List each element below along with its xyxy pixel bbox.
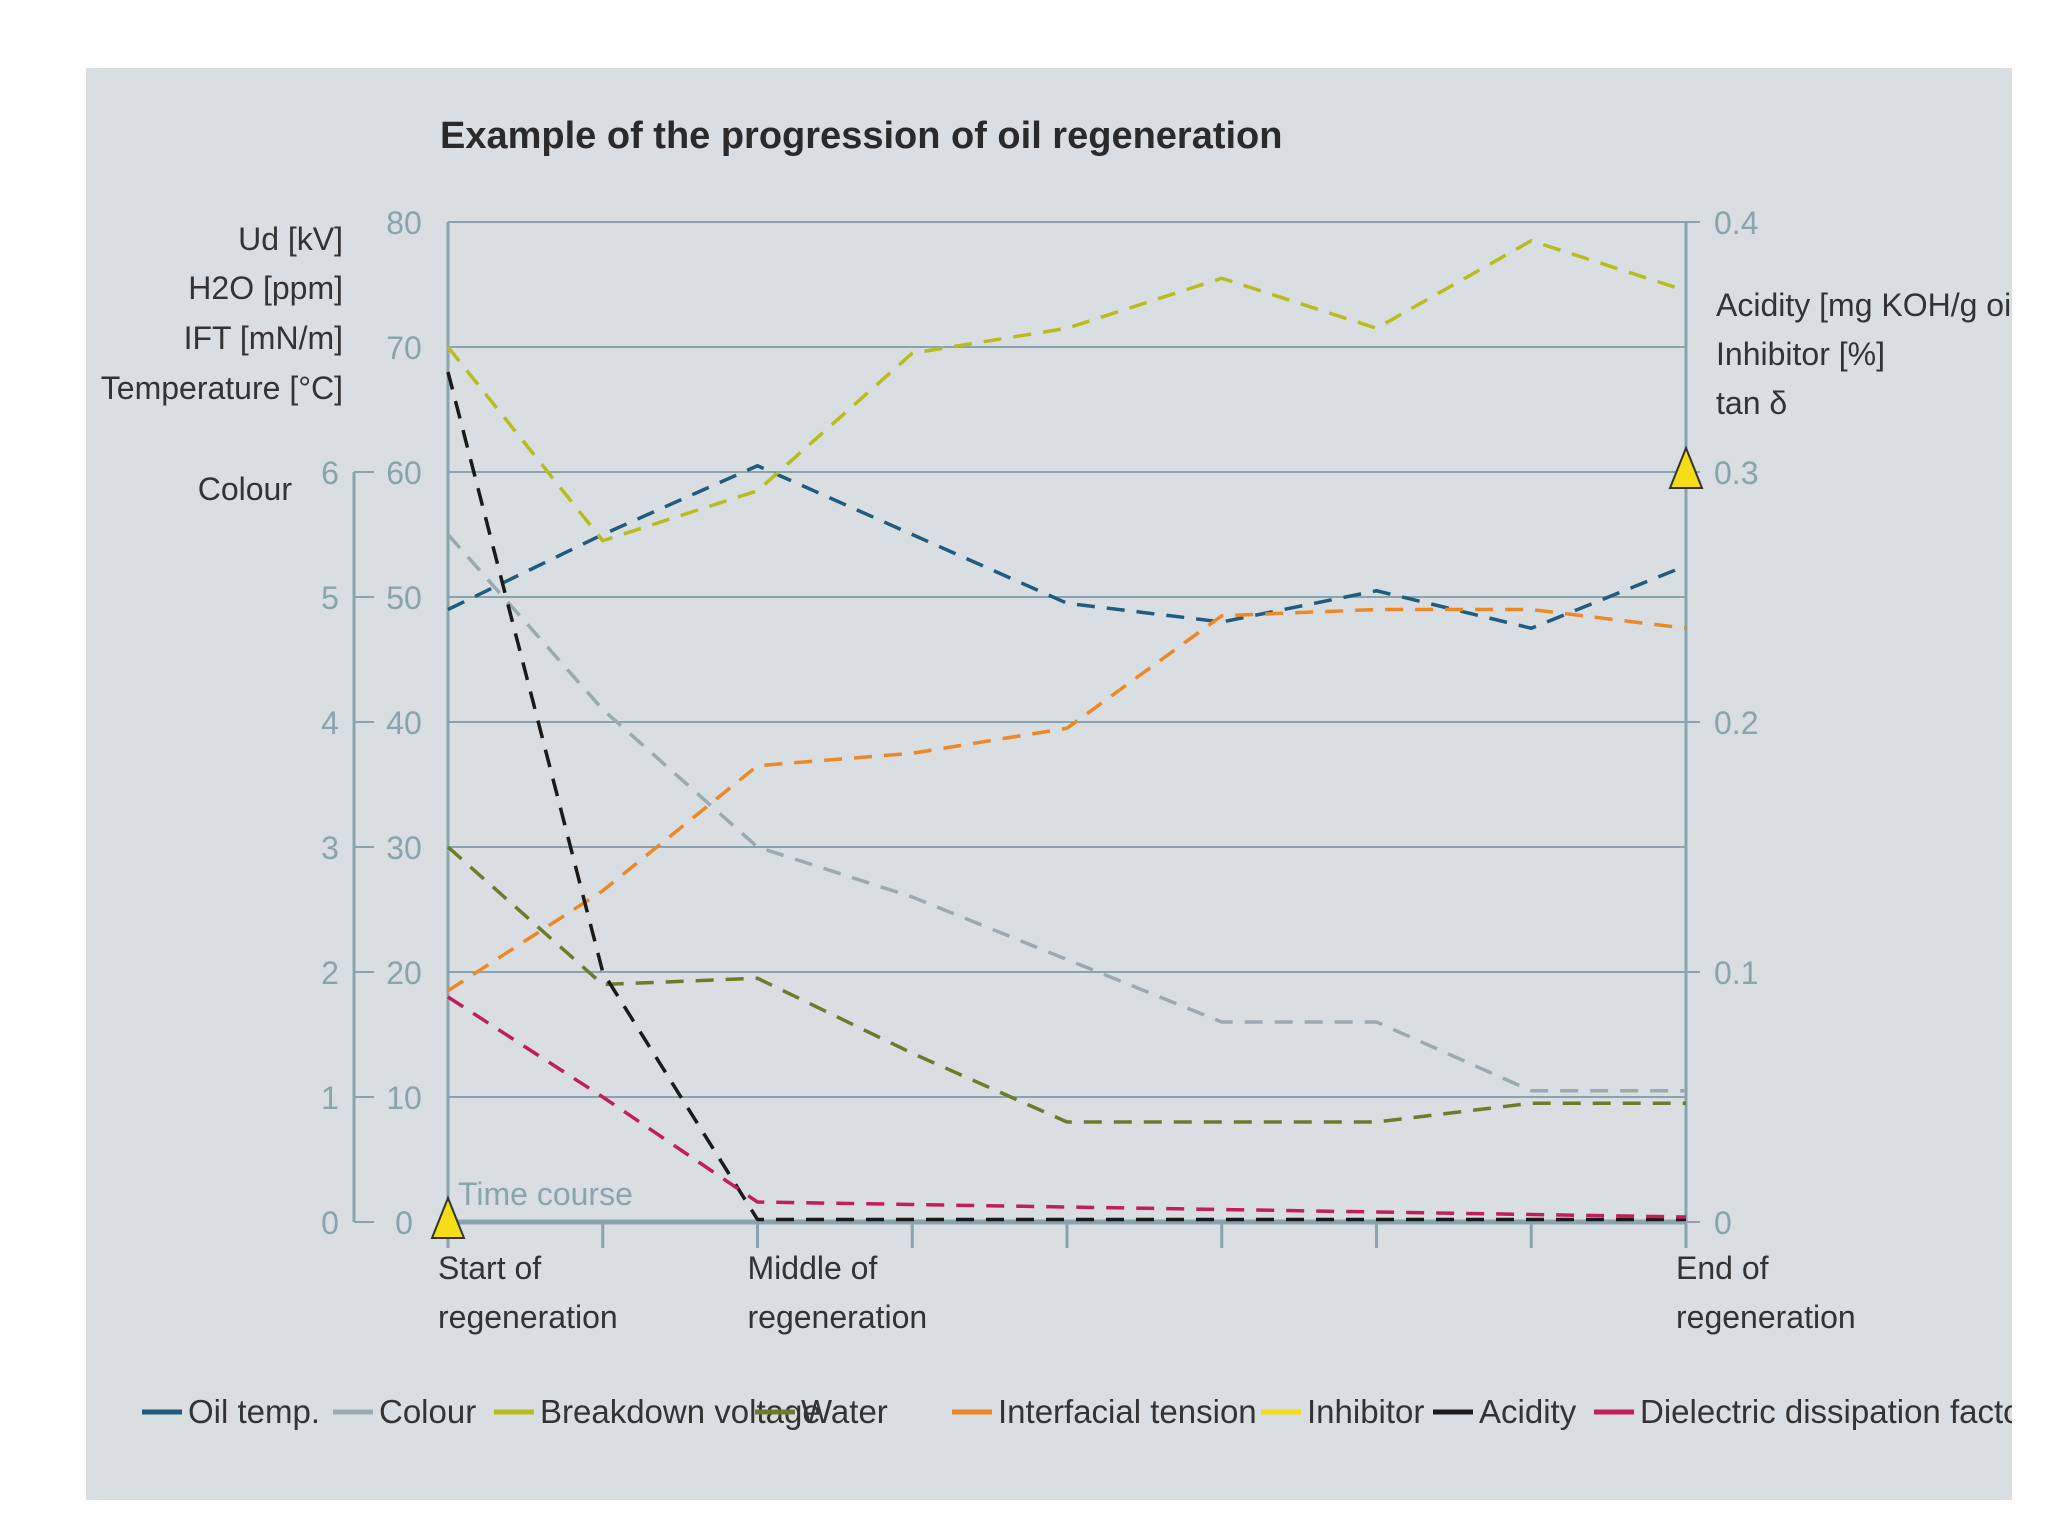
- colour-tick-1: 1: [321, 1080, 339, 1116]
- colour-tick-0: 0: [321, 1205, 339, 1241]
- grid-layer: [448, 221, 1686, 1098]
- left-axis-label-ud: Ud [kV]: [238, 221, 343, 257]
- x-label-2-line2: regeneration: [748, 1299, 928, 1335]
- chart-title: Example of the progression of oil regene…: [440, 115, 1282, 157]
- left-tick-50: 50: [386, 580, 422, 616]
- colour-tick-3: 3: [321, 830, 339, 866]
- series-line-water: [446, 845, 1686, 1124]
- right-axis-label-inhibitor: Inhibitor [%]: [1716, 336, 1885, 372]
- legend-label-water: Water: [801, 1393, 888, 1430]
- colour-tick-4: 4: [321, 705, 339, 741]
- inhibitor-marker-0: [430, 1195, 466, 1239]
- left-tick-10: 10: [386, 1080, 422, 1116]
- inhibitor-marker-8: [1668, 445, 1704, 489]
- left-axis-label-h2o: H2O [ppm]: [188, 270, 343, 306]
- legend-label-interfacial-tension: Interfacial tension: [998, 1393, 1257, 1430]
- marker-layer: [430, 445, 1704, 1239]
- colour-tick-5: 5: [321, 580, 339, 616]
- colour-tick-6: 6: [321, 455, 339, 491]
- left-tick-70: 70: [386, 330, 422, 366]
- series-layer: [446, 239, 1687, 1222]
- x-label-2-line1: Middle of: [748, 1250, 878, 1286]
- series-line-interfacial-tension: [447, 607, 1687, 993]
- right-tick-0.2: 0.2: [1714, 705, 1758, 741]
- legend-label-acidity: Acidity: [1479, 1393, 1577, 1430]
- legend-label-oil-temp: Oil temp.: [188, 1393, 320, 1430]
- left-tick-40: 40: [386, 705, 422, 741]
- legend-label-colour: Colour: [379, 1393, 476, 1430]
- series-line-breakdown-voltage: [446, 239, 1687, 543]
- series-line-dielectric-dissipation-factor: [447, 995, 1687, 1219]
- left-tick-30: 30: [386, 830, 422, 866]
- left-tick-80: 80: [386, 205, 422, 241]
- right-tick-0.3: 0.3: [1714, 455, 1758, 491]
- right-tick-0.1: 0.1: [1714, 955, 1758, 991]
- series-line-colour: [446, 533, 1686, 1093]
- left-axis-label-temperature: Temperature [°C]: [101, 370, 343, 406]
- chart-svg: 0 10 20 30 40 50 60 70 80 0 0.1 0.2 0.3 0.4 0 1 2 3 4 5 6 Sta…: [101, 115, 2012, 1430]
- left-tick-20: 20: [386, 955, 422, 991]
- right-axis-label-tan-delta: tan δ: [1716, 385, 1787, 421]
- right-tick-0: 0: [1714, 1205, 1732, 1241]
- right-tick-0.4: 0.4: [1714, 205, 1758, 241]
- left-tick-0: 0: [395, 1205, 413, 1241]
- left-tick-60: 60: [386, 455, 422, 491]
- time-course-label: Time course: [458, 1176, 633, 1212]
- x-label-0-line1: Start of: [438, 1250, 541, 1286]
- x-label-8-line2: regeneration: [1676, 1299, 1856, 1335]
- right-axis-label-acidity: Acidity [mg KOH/g oil]: [1716, 287, 2012, 323]
- left-axis-label-ift: IFT [mN/m]: [184, 320, 343, 356]
- x-label-8-line1: End of: [1676, 1250, 1769, 1286]
- chart-panel: 0 10 20 30 40 50 60 70 80 0 0.1 0.2 0.3 0.4 0 1 2 3 4 5 6 Sta…: [86, 68, 2012, 1500]
- colour-axis-label: Colour: [198, 471, 293, 507]
- legend-label-dielectric-dissipation-factor: Dielectric dissipation factor: [1640, 1393, 2012, 1430]
- x-label-0-line2: regeneration: [438, 1299, 618, 1335]
- series-line-oil-temp: [447, 464, 1687, 630]
- legend-label-inhibitor: Inhibitor: [1307, 1393, 1424, 1430]
- colour-tick-2: 2: [321, 955, 339, 991]
- axis-layer: 0 10 20 30 40 50 60 70 80 0 0.1 0.2 0.3 0.4 0 1 2 3 4 5 6 Sta…: [321, 205, 1856, 1335]
- series-line-acidity: [446, 371, 1686, 1222]
